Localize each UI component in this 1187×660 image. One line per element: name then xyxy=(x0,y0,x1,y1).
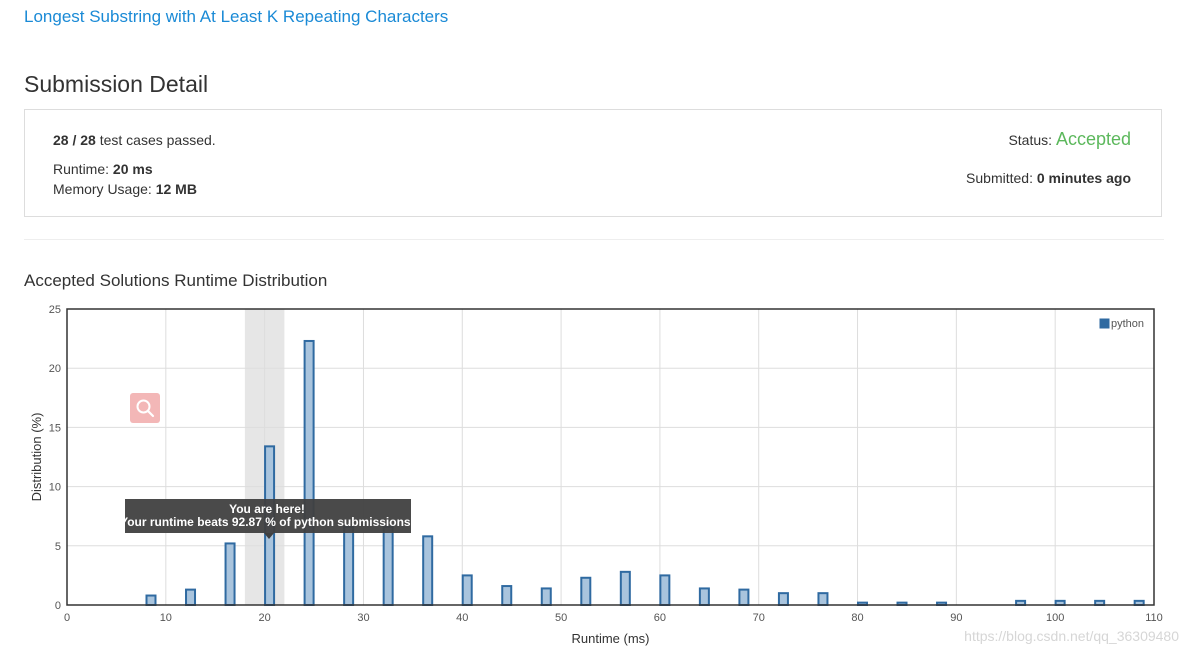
tooltip-box xyxy=(125,499,411,533)
plot-frame xyxy=(66,308,1155,606)
section-title: Accepted Solutions Runtime Distribution xyxy=(24,271,328,290)
bar[interactable] xyxy=(303,339,315,607)
bar[interactable] xyxy=(461,574,473,606)
problem-title-link[interactable]: Longest Substring with At Least K Repeat… xyxy=(24,7,449,26)
memory-value: 12 MB xyxy=(155,181,197,197)
bar[interactable] xyxy=(501,585,513,606)
tooltip-title: You are here! xyxy=(229,502,305,516)
runtime-distribution-chart: 0 10 20 30 40 50 60 70 80 90 100 110 0 5 10 15 20 25 Runti… xyxy=(0,300,1187,655)
y-tick-label: 25 xyxy=(49,304,61,316)
y-tick-label: 15 xyxy=(49,422,61,434)
x-tick-label: 20 xyxy=(259,612,271,624)
status-label: Status: xyxy=(1008,132,1053,148)
x-tick-label: 80 xyxy=(851,612,863,624)
tooltip-text: Your runtime beats 92.87 % of python sub… xyxy=(120,515,414,529)
runtime-row: Runtime: 20 ms xyxy=(53,161,216,177)
bar[interactable] xyxy=(343,525,355,606)
status-row: Status: Accepted xyxy=(966,129,1131,150)
y-tick-label: 10 xyxy=(49,482,61,494)
legend-swatch xyxy=(1098,317,1111,330)
passed-text: test cases passed. xyxy=(99,132,216,148)
y-tick-label: 20 xyxy=(49,363,61,375)
bar[interactable] xyxy=(619,570,631,606)
bar[interactable] xyxy=(382,525,394,606)
total-count: 28 xyxy=(80,132,96,148)
bar[interactable] xyxy=(777,592,789,607)
submission-stats: 28 / 28 test cases passed. Runtime: 20 m… xyxy=(53,132,216,197)
bar[interactable] xyxy=(540,587,552,607)
submitted-label: Submitted: xyxy=(966,170,1033,186)
submission-detail-panel: 28 / 28 test cases passed. Runtime: 20 m… xyxy=(24,109,1162,217)
bar[interactable] xyxy=(580,576,592,607)
bar[interactable] xyxy=(422,535,434,606)
x-tick-label: 10 xyxy=(160,612,172,624)
runtime-label: Runtime: xyxy=(53,161,110,177)
bar[interactable] xyxy=(224,542,236,607)
bar[interactable] xyxy=(698,587,710,607)
zoom-button[interactable] xyxy=(130,393,160,423)
x-tick-label: 70 xyxy=(753,612,765,624)
bar[interactable] xyxy=(738,588,750,607)
x-tick-label: 0 xyxy=(64,612,70,624)
submitted-row: Submitted: 0 minutes ago xyxy=(966,170,1131,186)
status-value[interactable]: Accepted xyxy=(1055,129,1131,149)
x-tick-label: 100 xyxy=(1046,612,1064,624)
submitted-value: 0 minutes ago xyxy=(1036,170,1131,186)
page-title: Submission Detail xyxy=(24,71,209,97)
passed-count: 28 xyxy=(53,132,69,148)
tooltip-pointer xyxy=(264,533,274,539)
memory-row: Memory Usage: 12 MB xyxy=(53,181,216,197)
x-tick-label: 60 xyxy=(654,612,666,624)
runtime-value: 20 ms xyxy=(112,161,153,177)
legend-label: python xyxy=(1111,318,1144,330)
watermark: https://blog.csdn.net/qq_36309480 xyxy=(964,628,1179,644)
bar[interactable] xyxy=(659,574,671,606)
x-tick-label: 110 xyxy=(1145,612,1163,624)
x-tick-label: 90 xyxy=(950,612,962,624)
x-tick-label: 50 xyxy=(555,612,567,624)
test-cases-row: 28 / 28 test cases passed. xyxy=(53,132,216,148)
count-separator: / xyxy=(72,132,77,148)
search-icon xyxy=(136,399,155,418)
y-tick-label: 0 xyxy=(55,600,61,612)
y-axis-label: Distribution (%) xyxy=(29,413,44,502)
y-tick-label: 5 xyxy=(55,541,61,553)
submission-status: Status: Accepted Submitted: 0 minutes ag… xyxy=(966,129,1131,186)
memory-label: Memory Usage: xyxy=(53,181,152,197)
section-divider xyxy=(24,239,1164,240)
x-axis-label: Runtime (ms) xyxy=(571,631,649,646)
x-tick-label: 40 xyxy=(456,612,468,624)
bar[interactable] xyxy=(817,592,829,607)
bar[interactable] xyxy=(185,588,197,607)
x-tick-label: 30 xyxy=(357,612,369,624)
chart-svg: 0 10 20 30 40 50 60 70 80 90 100 110 0 5 10 15 20 25 Runti… xyxy=(29,304,1163,646)
bar[interactable] xyxy=(145,594,157,607)
